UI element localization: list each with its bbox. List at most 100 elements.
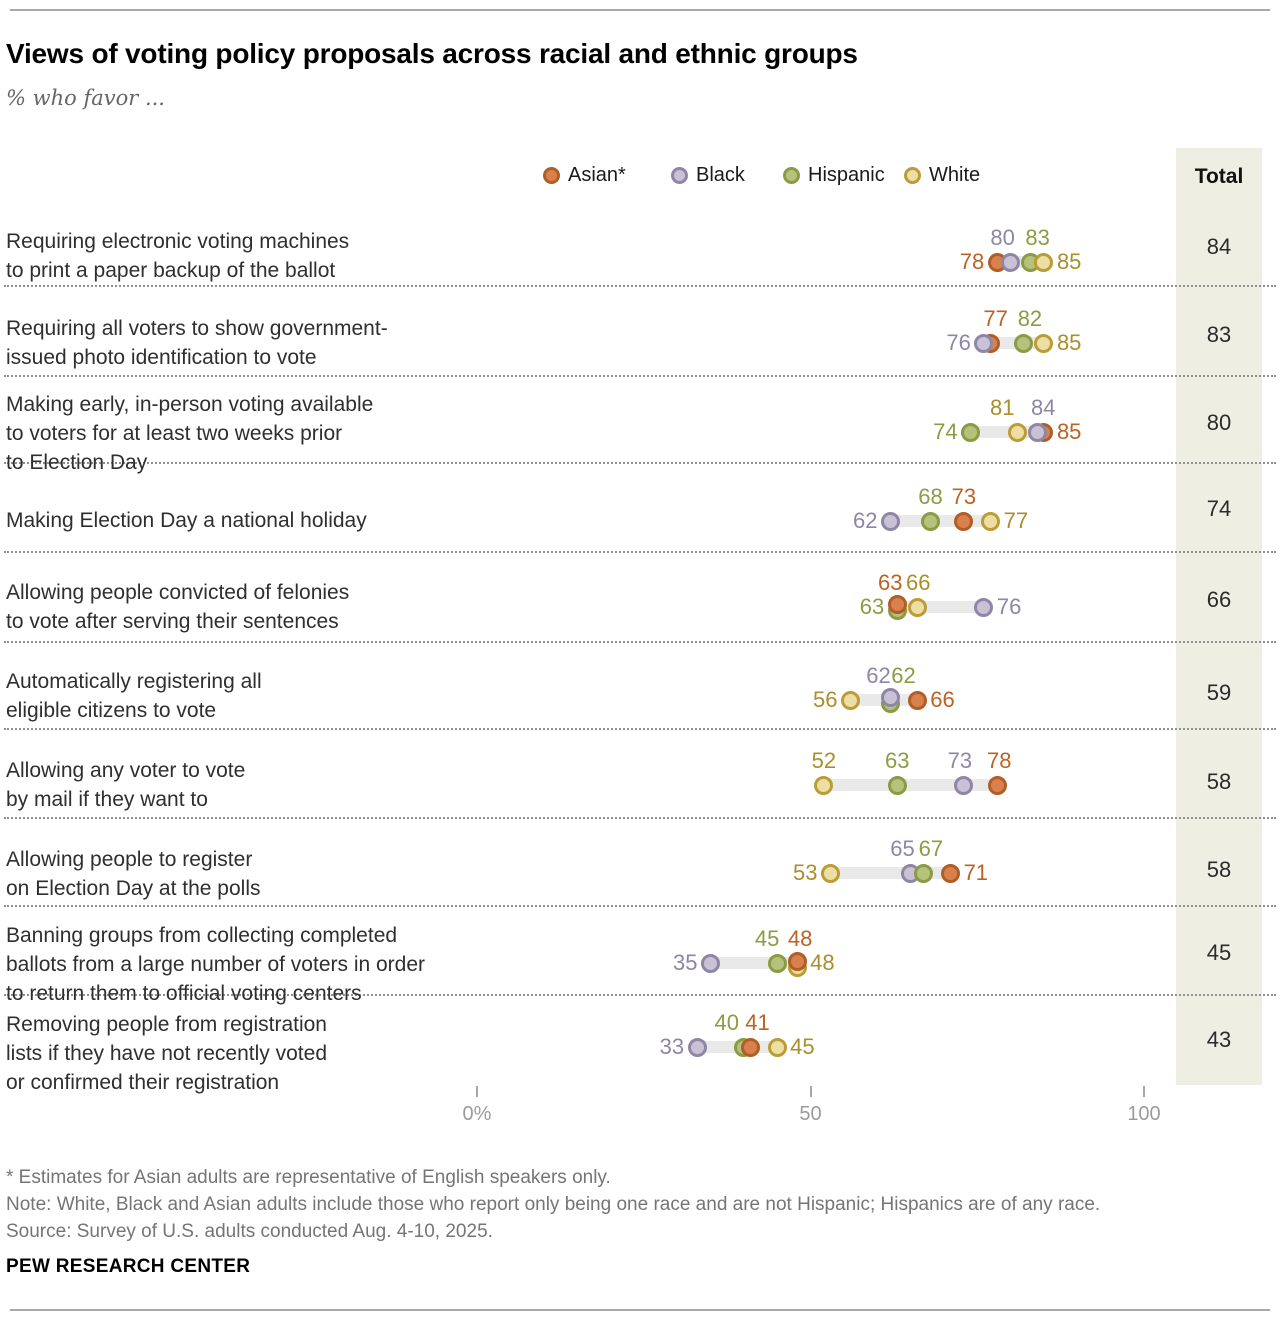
- footnote-asterisk: * Estimates for Asian adults are represe…: [6, 1167, 611, 1188]
- row-label-line: Automatically registering all: [6, 670, 262, 693]
- hispanic-dot-icon: [783, 167, 800, 184]
- asian-dot-icon: [543, 167, 560, 184]
- footnotes: * Estimates for Asian adults are represe…: [6, 1164, 1100, 1245]
- dot-black: [687, 1037, 707, 1057]
- dot-asian: [941, 863, 961, 883]
- row-label: Removing people from registration lists i…: [6, 1010, 478, 1097]
- total-value: 45: [1206, 940, 1232, 965]
- dot-black: [700, 953, 720, 973]
- dot-black: [881, 511, 901, 531]
- row-separator: [4, 462, 1276, 464]
- total-value: 58: [1206, 769, 1232, 794]
- value-label-white: 52: [811, 748, 837, 773]
- value-label-black: 33: [659, 1034, 685, 1059]
- row-label-line: Requiring electronic voting machines: [6, 230, 350, 253]
- row-label: Allowing any voter to vote by mail if the…: [6, 756, 478, 814]
- legend: Asian* Black Hispanic White: [0, 164, 1280, 190]
- value-label-hispanic: 62: [891, 663, 916, 688]
- row-label-line: Allowing any voter to vote: [6, 759, 246, 782]
- footnote-source: Source: Survey of U.S. adults conducted …: [6, 1221, 493, 1242]
- row-label: Making Election Day a national holiday: [6, 506, 478, 535]
- value-label-asian: 78: [987, 748, 1012, 773]
- dot-white: [767, 1037, 787, 1057]
- row-label-line: to voters for at least two weeks prior: [6, 422, 343, 445]
- white-dot-icon: [904, 167, 921, 184]
- dot-white: [841, 690, 861, 710]
- axis-tick-label: 0%: [462, 1103, 492, 1125]
- row-label: Allowing people convicted of felonies to …: [6, 578, 478, 636]
- value-label-hispanic: 40: [714, 1010, 740, 1035]
- value-label-hispanic: 82: [1017, 306, 1043, 331]
- dot-black: [954, 775, 974, 795]
- total-value: 83: [1206, 322, 1232, 347]
- row-separator: [4, 728, 1276, 730]
- axis-tick: [809, 1086, 812, 1097]
- row-separator: [4, 285, 1276, 287]
- row-label-line: Banning groups from collecting completed: [6, 924, 398, 947]
- value-label-asian: 41: [745, 1010, 770, 1035]
- total-value: 43: [1206, 1027, 1232, 1052]
- dot-white: [1034, 252, 1054, 272]
- total-value: 80: [1206, 410, 1232, 435]
- dot-hispanic: [961, 422, 981, 442]
- total-value: 74: [1206, 496, 1232, 521]
- dot-hispanic: [921, 511, 941, 531]
- pew-research-center-label: PEW RESEARCH CENTER: [6, 1256, 251, 1277]
- value-label-asian: 48: [787, 926, 813, 951]
- value-label-asian: 71: [963, 860, 989, 885]
- dot-asian: [907, 690, 927, 710]
- total-column-band: [1176, 148, 1262, 1085]
- row-separator: [4, 551, 1276, 553]
- dot-black: [1027, 422, 1047, 442]
- value-label-black: 35: [672, 950, 698, 975]
- row-label-line: lists if they have not recently voted: [6, 1042, 327, 1065]
- page-title: Views of voting policy proposals across …: [6, 38, 858, 69]
- row-label-line: to vote after serving their sentences: [6, 610, 339, 633]
- dot-white: [814, 775, 834, 795]
- dot-white: [907, 597, 927, 617]
- legend-item-hispanic: Hispanic: [783, 164, 885, 187]
- dot-black: [881, 687, 901, 707]
- legend-label-hispanic: Hispanic: [808, 164, 885, 186]
- row-separator: [4, 375, 1276, 377]
- axis-tick: [1143, 1086, 1145, 1097]
- total-value: 58: [1206, 857, 1232, 882]
- total-column-header: Total: [1194, 165, 1244, 188]
- value-label-hispanic: 45: [754, 926, 780, 951]
- dot-white: [1034, 333, 1054, 353]
- legend-label-black: Black: [696, 164, 745, 186]
- value-label-asian: 77: [983, 306, 1008, 331]
- connector-bar: [890, 515, 991, 527]
- legend-label-white: White: [929, 164, 981, 186]
- value-label-black: 80: [990, 225, 1015, 250]
- bottom-rule: [10, 1309, 1270, 1311]
- row-label-line: ballots from a large number of voters in…: [6, 953, 426, 976]
- value-label-white: 56: [813, 687, 838, 712]
- legend-label-asian: Asian*: [568, 164, 626, 186]
- dot-asian: [740, 1037, 760, 1057]
- row-label-line: to return them to official voting center…: [6, 982, 362, 1005]
- value-label-hispanic: 67: [918, 836, 944, 861]
- legend-item-white: White: [904, 164, 980, 187]
- value-label-white: 77: [1003, 508, 1029, 533]
- dot-asian: [987, 775, 1007, 795]
- value-label-white: 48: [810, 950, 835, 975]
- legend-item-black: Black: [671, 164, 745, 187]
- total-value: 84: [1206, 234, 1232, 259]
- value-label-hispanic: 63: [859, 594, 885, 619]
- row-label: Allowing people to register on Election D…: [6, 845, 478, 903]
- value-label-white: 85: [1056, 249, 1082, 274]
- row-label-line: Allowing people convicted of felonies: [6, 581, 350, 604]
- value-label-asian: 63: [877, 570, 903, 595]
- axis-tick: [476, 1086, 478, 1097]
- total-value: 59: [1206, 680, 1232, 705]
- value-label-hispanic: 83: [1025, 225, 1050, 250]
- row-label: Requiring electronic voting machines to p…: [6, 227, 478, 285]
- row-label-line: by mail if they want to: [6, 788, 208, 811]
- value-label-asian: 73: [951, 484, 977, 509]
- value-label-white: 53: [793, 860, 818, 885]
- connector-bar: [823, 779, 998, 791]
- value-label-black: 62: [853, 508, 878, 533]
- footnote-note: Note: White, Black and Asian adults incl…: [6, 1194, 1101, 1215]
